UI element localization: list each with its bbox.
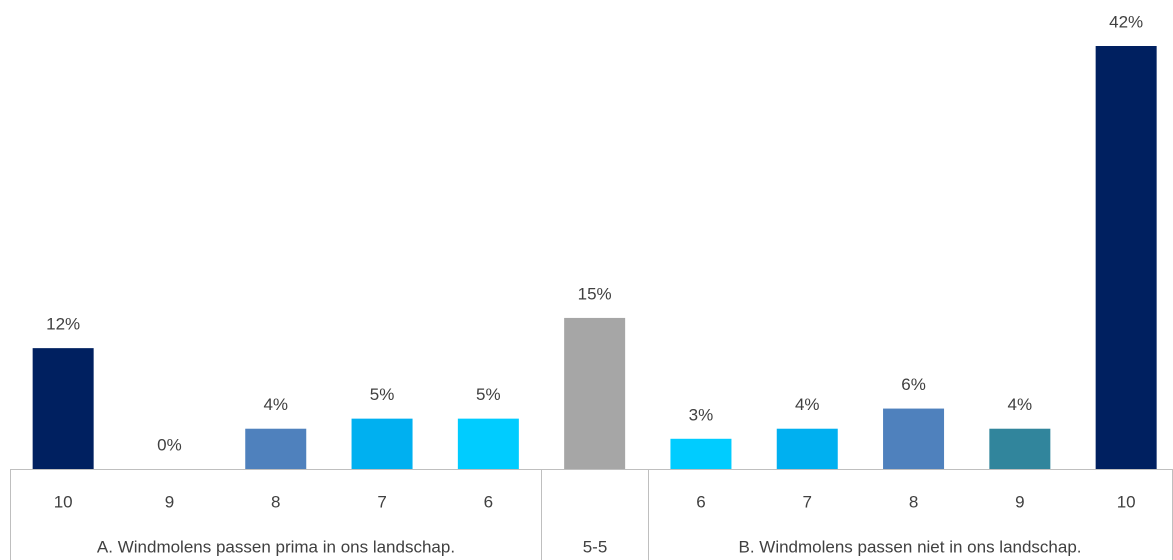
x-tick-label: 9 bbox=[1015, 492, 1024, 511]
value-label: 4% bbox=[263, 395, 288, 414]
value-label: 3% bbox=[689, 405, 714, 424]
group-label: A. Windmolens passen prima in ons landsc… bbox=[97, 537, 455, 556]
x-tick-label: 10 bbox=[54, 492, 73, 511]
bar bbox=[351, 418, 413, 469]
bar bbox=[564, 317, 626, 469]
bar bbox=[457, 418, 519, 469]
value-label: 15% bbox=[578, 284, 612, 303]
x-tick-label: 8 bbox=[909, 492, 918, 511]
value-label: 0% bbox=[157, 435, 182, 454]
value-label: 4% bbox=[1008, 395, 1033, 414]
x-tick-label: 6 bbox=[696, 492, 705, 511]
value-label: 5% bbox=[370, 385, 395, 404]
x-tick-label: 7 bbox=[803, 492, 812, 511]
bar bbox=[245, 428, 307, 469]
x-tick-label: 9 bbox=[165, 492, 174, 511]
bar bbox=[1095, 46, 1157, 469]
x-tick-label: 6 bbox=[484, 492, 493, 511]
x-tick-label: 10 bbox=[1117, 492, 1136, 511]
value-label: 4% bbox=[795, 395, 820, 414]
bar bbox=[670, 438, 732, 469]
group-label: 5-5 bbox=[583, 537, 608, 556]
bar bbox=[883, 408, 945, 469]
x-tick-label: 7 bbox=[377, 492, 386, 511]
bar bbox=[776, 428, 838, 469]
x-tick-label: 8 bbox=[271, 492, 280, 511]
value-label: 12% bbox=[46, 315, 80, 334]
value-label: 5% bbox=[476, 385, 501, 404]
group-label: B. Windmolens passen niet in ons landsch… bbox=[738, 537, 1081, 556]
value-label: 42% bbox=[1109, 12, 1143, 31]
bar bbox=[32, 348, 94, 469]
bar bbox=[989, 428, 1051, 469]
value-label: 6% bbox=[901, 375, 926, 394]
